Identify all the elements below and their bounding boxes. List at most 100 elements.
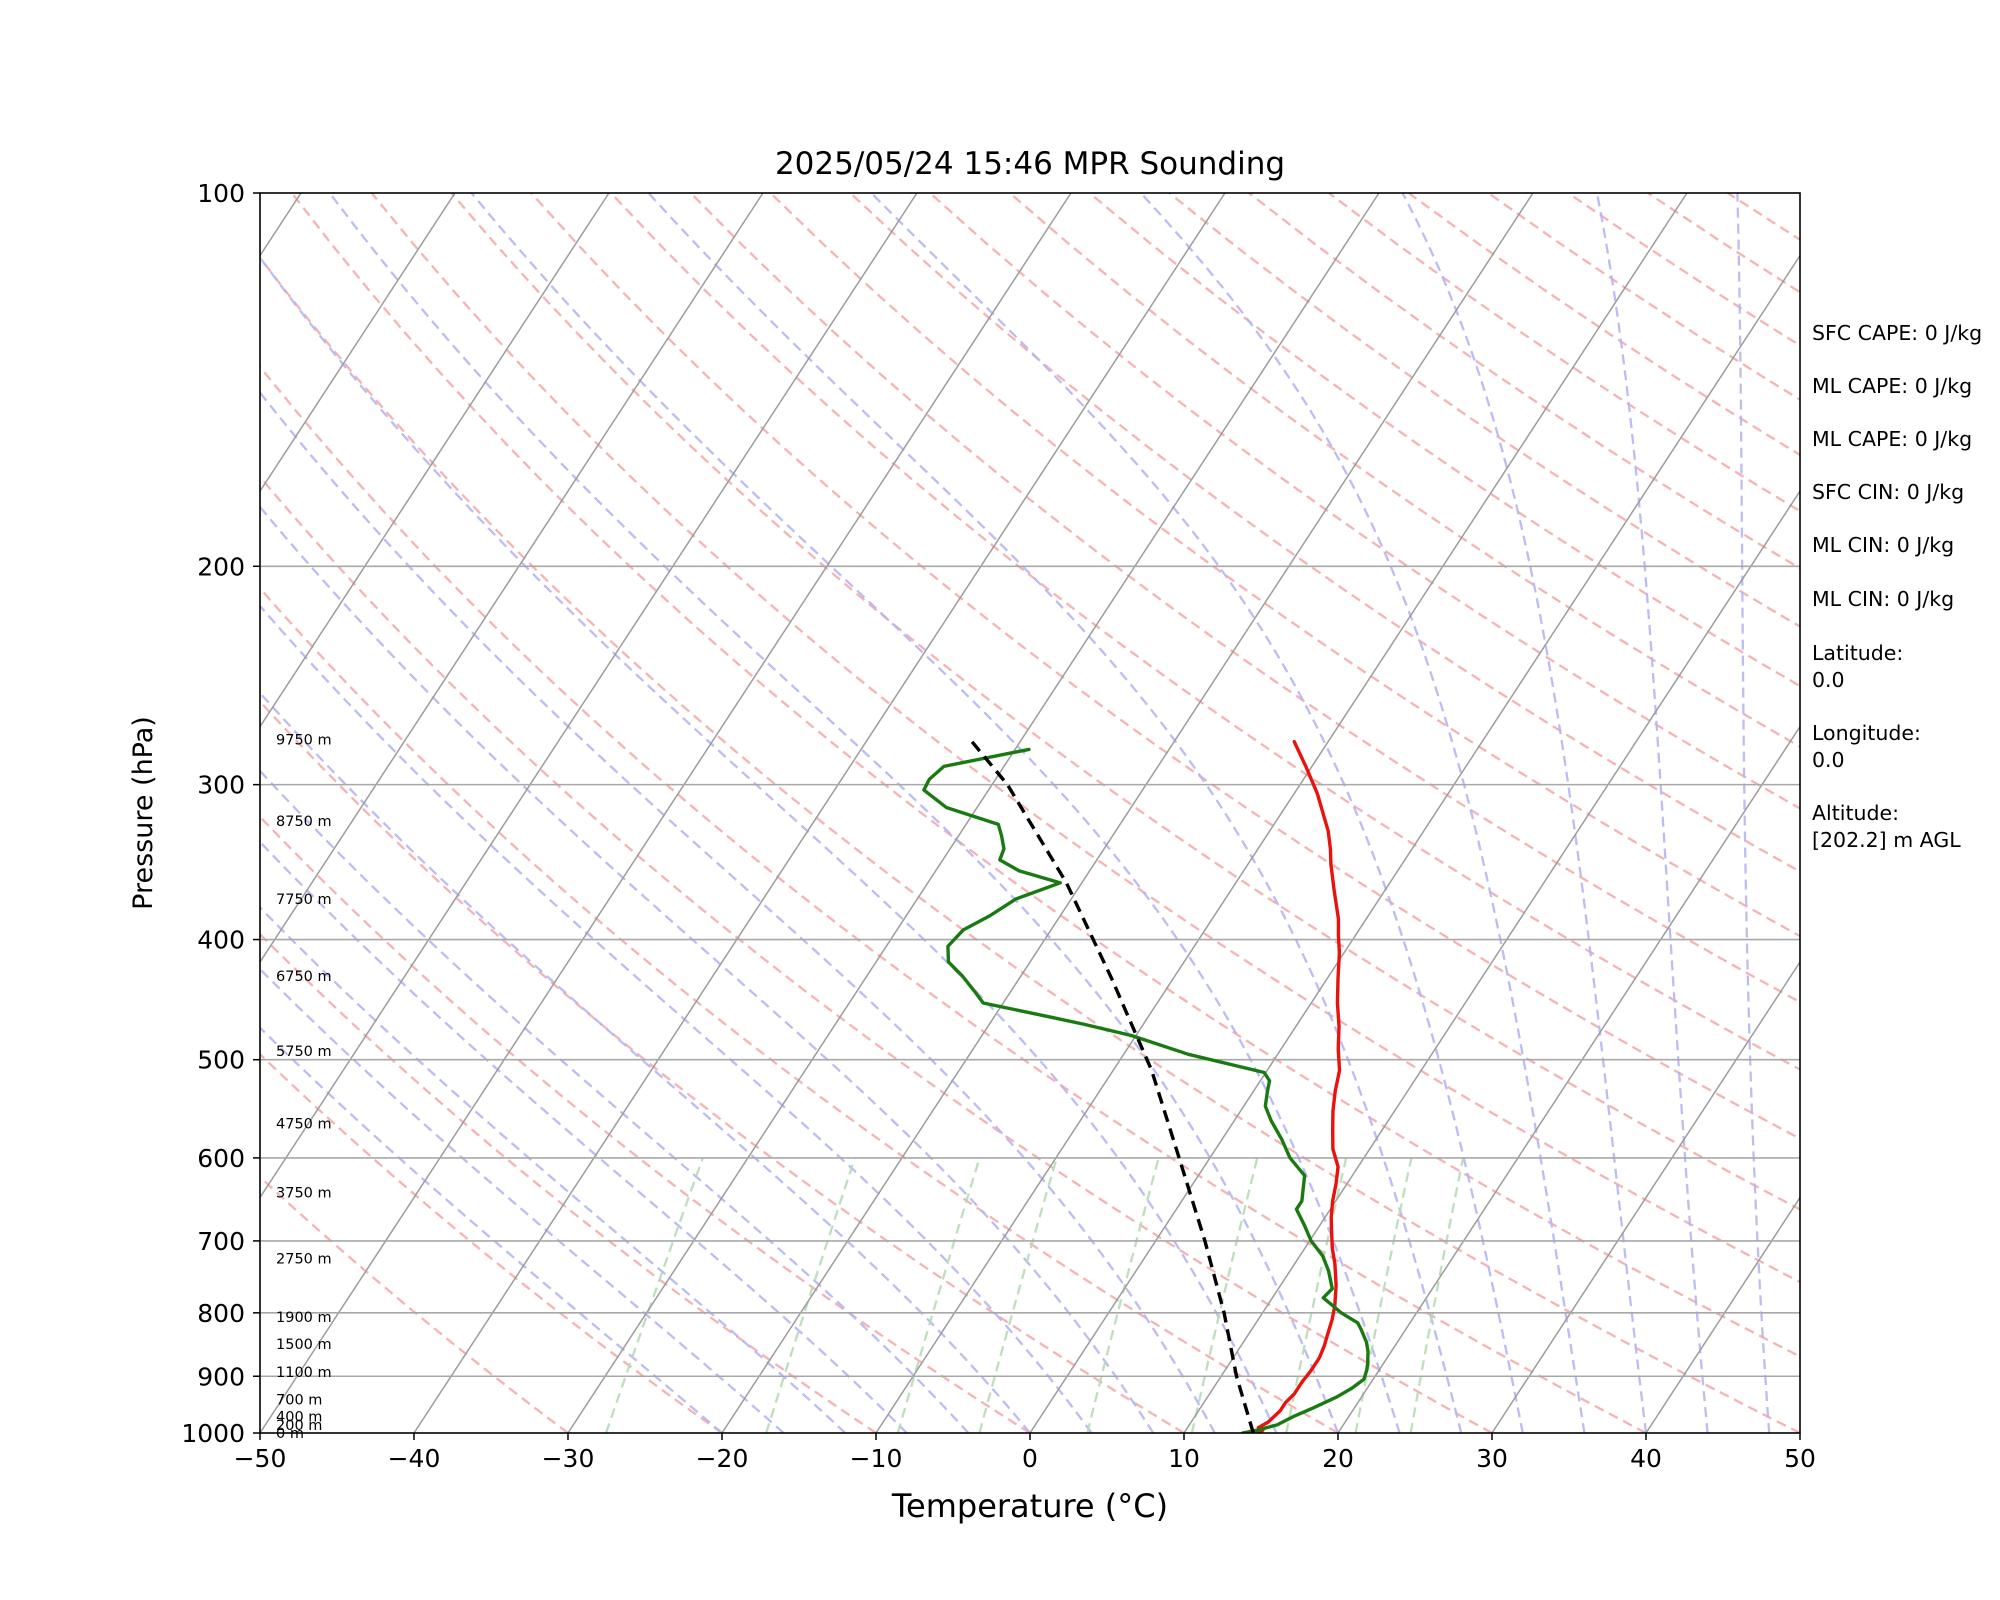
- mixing-ratio-line: [765, 1157, 856, 1433]
- moist-adiabat: [328, 193, 1340, 1433]
- height-label: 4750 m: [276, 1117, 332, 1133]
- x-tick-label: −40: [388, 1444, 441, 1473]
- moist-adiabat: [260, 967, 785, 1433]
- isotherm: [721, 193, 1534, 1433]
- x-tick-label: 30: [1476, 1444, 1508, 1473]
- isobar-lines: [260, 565, 1800, 1378]
- index-text: Longitude:: [1812, 721, 1921, 745]
- x-tick-label: 50: [1784, 1444, 1816, 1473]
- moist-adiabat: [260, 840, 908, 1433]
- dry-adiabat: [530, 193, 1800, 1140]
- x-tick-label: −30: [542, 1444, 595, 1473]
- moist-adiabat: [260, 255, 1278, 1433]
- x-tick-label: −50: [234, 1444, 287, 1473]
- moist-adiabat: [260, 1026, 723, 1433]
- x-tick-label: −10: [850, 1444, 903, 1473]
- x-tick-label: 0: [1022, 1444, 1038, 1473]
- isotherm: [260, 193, 764, 964]
- mixing-ratio-line: [604, 1157, 704, 1433]
- mixing-ratio-line: [978, 1157, 1058, 1433]
- dry-adiabat: [260, 255, 1800, 1433]
- height-label: 2750 m: [276, 1251, 332, 1267]
- y-tick-label: 500: [197, 1046, 245, 1075]
- dry-adiabat: [260, 475, 1493, 1433]
- moist-adiabat: [1139, 193, 1586, 1433]
- height-label: 3750 m: [276, 1186, 332, 1202]
- moist-adiabat: [260, 905, 846, 1433]
- index-text: ML CIN: 0 J/kg: [1812, 533, 1954, 557]
- isotherm: [260, 193, 456, 493]
- height-label: 0 m: [276, 1426, 304, 1442]
- isotherm: [1491, 960, 1800, 1433]
- index-text: Latitude:: [1812, 641, 1903, 665]
- index-text: 0.0: [1812, 668, 1845, 692]
- height-label: 1900 m: [276, 1310, 332, 1326]
- chart-title: 2025/05/24 15:46 MPR Sounding: [775, 146, 1285, 182]
- index-text: ML CAPE: 0 J/kg: [1812, 427, 1972, 451]
- dry-adiabat: [260, 586, 1339, 1433]
- moist-adiabat: [1401, 193, 1648, 1433]
- sounding-indices: SFC CAPE: 0 J/kg ML CAPE: 0 J/kg ML CAPE: …: [1812, 321, 1982, 852]
- height-label: 1500 m: [276, 1337, 332, 1353]
- y-axis-ticks: 1000 900 800 700 600 500 400 300 200 100: [181, 179, 260, 1448]
- dry-adiabat: [260, 815, 1031, 1433]
- x-axis-label: Temperature (°C): [891, 1487, 1168, 1525]
- dry-adiabat: [450, 193, 1800, 1211]
- profile-lines: [922, 736, 1370, 1433]
- y-tick-label: 300: [197, 771, 245, 800]
- height-label: 700 m: [276, 1393, 322, 1409]
- height-label: 5750 m: [276, 1044, 332, 1060]
- isotherm: [260, 193, 918, 1199]
- y-axis-label: Pressure (hPa): [128, 716, 159, 910]
- dry-adiabat: [260, 364, 1647, 1433]
- moist-adiabat: [260, 505, 1155, 1433]
- isotherm: [1337, 725, 1800, 1433]
- index-text: ML CAPE: 0 J/kg: [1812, 374, 1972, 398]
- index-text: 0.0: [1812, 748, 1845, 772]
- index-text: SFC CAPE: 0 J/kg: [1812, 321, 1982, 345]
- index-text: SFC CIN: 0 J/kg: [1812, 480, 1964, 504]
- moist-adiabat: [260, 691, 1031, 1433]
- index-text: [202.2] m AGL: [1812, 828, 1961, 852]
- x-tick-label: −20: [696, 1444, 749, 1473]
- dry-adiabat: [260, 1052, 723, 1433]
- y-tick-label: 400: [197, 926, 245, 955]
- x-tick-label: 10: [1168, 1444, 1200, 1473]
- height-label: 8750 m: [276, 814, 332, 830]
- isotherm: [260, 193, 610, 728]
- moist-adiabat: [260, 769, 970, 1433]
- y-tick-label: 700: [197, 1227, 245, 1256]
- x-tick-label: 40: [1630, 1444, 1662, 1473]
- y-tick-label: 800: [197, 1299, 245, 1328]
- isotherm: [413, 193, 1226, 1433]
- y-tick-label: 1000: [181, 1419, 245, 1448]
- background-lines: [260, 193, 1800, 1433]
- isotherm: [1183, 489, 1800, 1433]
- isotherm: [875, 193, 1688, 1433]
- mixing-ratio-line: [1409, 1157, 1465, 1433]
- moist-adiabat: [1736, 193, 1771, 1433]
- mixing-ratio-line: [896, 1157, 981, 1433]
- temperature-line: [1256, 739, 1342, 1433]
- mixing-ratio-line: [1190, 1157, 1259, 1433]
- dry-adiabat: [260, 699, 1185, 1433]
- dry-adiabat: [849, 193, 1800, 873]
- moist-adiabat: [1595, 193, 1709, 1433]
- x-axis-ticks: −50 −40 −30 −20 −10 0 10 20 30 40 50: [234, 1433, 1816, 1473]
- index-text: Altitude:: [1812, 801, 1899, 825]
- y-tick-label: 200: [197, 552, 245, 581]
- moist-adiabat: [647, 193, 1463, 1433]
- height-label: 9750 m: [276, 733, 332, 749]
- mixing-ratio-line: [1086, 1157, 1160, 1433]
- isotherm: [567, 193, 1380, 1433]
- dry-adiabat: [769, 193, 1800, 938]
- height-label: 6750 m: [276, 969, 332, 985]
- height-label: 200 m: [276, 1418, 322, 1434]
- y-tick-label: 600: [197, 1144, 245, 1173]
- isotherm: [260, 193, 1072, 1433]
- index-text: ML CIN: 0 J/kg: [1812, 587, 1954, 611]
- x-tick-label: 20: [1322, 1444, 1354, 1473]
